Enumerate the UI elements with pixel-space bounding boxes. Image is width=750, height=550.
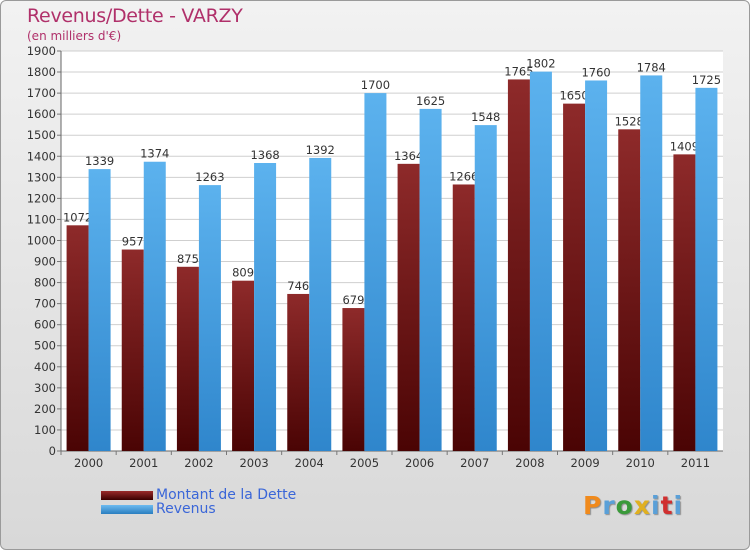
y-tick-label: 1500 (27, 128, 56, 142)
x-tick-label: 2011 (681, 456, 710, 470)
y-tick-label: 600 (34, 318, 56, 332)
x-tick-label: 2003 (239, 456, 268, 470)
data-label-revenus: 1700 (361, 78, 390, 92)
y-tick-label: 1300 (27, 170, 56, 184)
bar-dette (507, 79, 530, 451)
legend-item-dette: Montant de la Dette (101, 487, 296, 503)
chart-title: Revenus/Dette - VARZY (27, 5, 243, 27)
bar-dette (618, 129, 641, 451)
bar-dette (673, 154, 696, 452)
data-label-dette: 1266 (449, 169, 478, 183)
y-tick-label: 1600 (27, 107, 56, 121)
y-tick-label: 1900 (27, 44, 56, 58)
bar-revenus (364, 93, 387, 452)
chart-subtitle: (en milliers d'€) (27, 29, 122, 43)
bar-dette (452, 184, 475, 451)
bar-dette (287, 293, 310, 451)
data-label-revenus: 1392 (306, 143, 335, 157)
bar-revenus (640, 75, 663, 451)
bar-dette (563, 103, 586, 451)
data-label-revenus: 1368 (250, 148, 279, 162)
proxiti-logo: Proxiti (583, 491, 684, 520)
y-tick-label: 900 (34, 255, 56, 269)
bar-dette (66, 225, 89, 451)
legend-label-dette: Montant de la Dette (156, 487, 297, 503)
bar-revenus (419, 108, 442, 451)
x-tick-label: 2010 (626, 456, 655, 470)
data-label-dette: 1364 (394, 149, 423, 163)
x-tick-label: 2004 (295, 456, 324, 470)
x-tick-label: 2008 (515, 456, 544, 470)
data-label-revenus: 1802 (526, 57, 555, 71)
bar-revenus (695, 87, 718, 451)
data-label-revenus: 1339 (85, 154, 114, 168)
bar-revenus (254, 163, 277, 451)
x-tick-label: 2007 (460, 456, 489, 470)
data-label-dette: 746 (287, 279, 309, 293)
y-tick-label: 1700 (27, 86, 56, 100)
bar-revenus (309, 157, 332, 451)
x-tick-label: 2002 (184, 456, 213, 470)
data-label-dette: 1528 (615, 114, 644, 128)
data-label-dette: 957 (122, 235, 144, 249)
bar-revenus (529, 71, 552, 451)
y-tick-label: 700 (34, 297, 56, 311)
y-tick-label: 1100 (27, 212, 56, 226)
y-tick-label: 0 (49, 444, 56, 458)
bar-dette (121, 249, 144, 451)
data-label-dette: 1765 (504, 64, 533, 78)
data-label-revenus: 1548 (471, 110, 500, 124)
bar-revenus (88, 169, 111, 451)
y-tick-label: 1200 (27, 191, 56, 205)
data-label-revenus: 1760 (581, 65, 610, 79)
data-label-revenus: 1784 (637, 60, 666, 74)
data-label-dette: 1650 (559, 89, 588, 103)
data-label-dette: 679 (342, 293, 364, 307)
y-tick-label: 300 (34, 381, 56, 395)
x-tick-label: 2000 (74, 456, 103, 470)
y-tick-label: 1000 (27, 233, 56, 247)
y-tick-label: 1400 (27, 149, 56, 163)
data-label-revenus: 1263 (195, 170, 224, 184)
bar-dette (232, 280, 255, 451)
data-label-dette: 809 (232, 266, 254, 280)
bar-revenus (585, 80, 608, 451)
x-tick-label: 2006 (405, 456, 434, 470)
plot-area (61, 51, 723, 451)
bar-revenus (143, 161, 166, 451)
bar-dette (342, 308, 365, 451)
bar-dette (176, 266, 199, 451)
data-label-revenus: 1725 (692, 73, 721, 87)
y-tick-label: 1800 (27, 65, 56, 79)
data-label-dette: 875 (177, 252, 199, 266)
legend-swatch-revenus (101, 504, 153, 514)
legend-label-revenus: Revenus (156, 501, 216, 517)
legend-item-revenus: Revenus (101, 501, 216, 517)
y-tick-label: 500 (34, 339, 56, 353)
y-tick-label: 400 (34, 360, 56, 374)
bar-revenus (198, 185, 221, 451)
data-label-dette: 1072 (63, 210, 92, 224)
y-tick-label: 800 (34, 276, 56, 290)
bar-revenus (474, 125, 497, 452)
bar-dette (397, 163, 420, 451)
data-label-revenus: 1625 (416, 94, 445, 108)
legend-swatch-dette (101, 490, 153, 500)
x-tick-label: 2009 (570, 456, 599, 470)
x-tick-label: 2001 (129, 456, 158, 470)
y-tick-label: 100 (34, 423, 56, 437)
data-label-revenus: 1374 (140, 147, 169, 161)
x-tick-label: 2005 (350, 456, 379, 470)
y-tick-label: 200 (34, 402, 56, 416)
data-label-dette: 1409 (670, 139, 699, 153)
